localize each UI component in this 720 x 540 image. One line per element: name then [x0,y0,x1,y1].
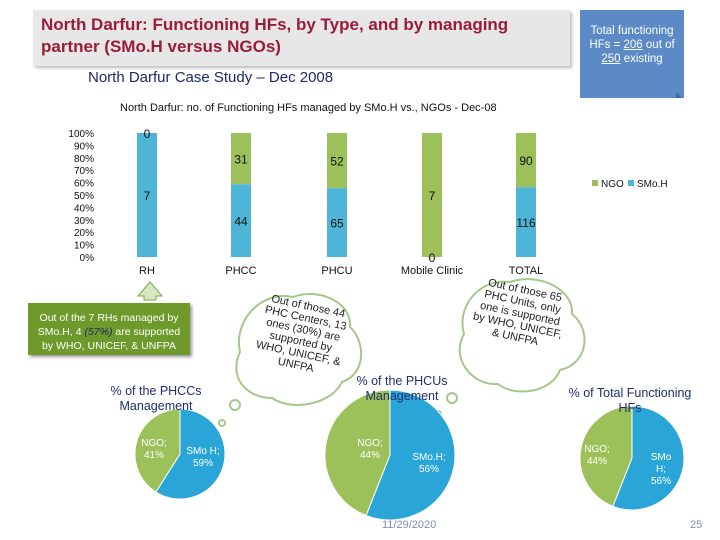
slide-title: North Darfur: Functioning HFs, by Type, … [41,15,509,56]
callout-existing: 250 [601,53,621,65]
bar-ngo [327,133,347,189]
pie-title-phcc: % of the PHCCs Management [110,384,202,413]
y-tick-label: 30% [74,216,94,227]
pie-phcu-ngo-label: NGO; 44% [357,438,383,461]
pie-phcu-smoh-label: SMo.H; 56% [412,452,446,475]
data-label-smoh: 0 [429,251,436,265]
bar-ngo [516,133,536,188]
data-label-ngo: 90 [519,154,533,168]
callout-fold [676,92,684,100]
callout-bubbles [209,278,586,440]
y-tick-label: 90% [74,141,94,152]
page-number: 25 [690,519,703,531]
total-callout: Total functioning HFs = 206 out of 250 e… [580,10,684,100]
pie-slice-smoh [365,389,456,521]
y-tick-label: 80% [74,154,94,165]
pie-slice-smoh [612,405,685,511]
phcu-bubble-dot-1 [446,392,458,404]
legend-swatch-smoh [628,180,634,186]
bar-ngo [422,133,442,257]
pie-title-total: % of Total Functioning HFs [568,386,692,415]
slide-subtitle: North Darfur Case Study – Dec 2008 [88,69,334,86]
pie-phcc-smoh-label: SMo H; 59% [186,446,220,469]
y-tick-label: 10% [74,241,94,252]
bar-smoh [137,133,157,257]
bar-chart-panel [52,98,684,286]
y-tick-label: 100% [68,129,94,140]
title-box: North Darfur: Functioning HFs, by Type, … [33,10,570,66]
rh-up-arrow [136,281,164,301]
arrows [136,281,164,301]
pie-phcc-ngo-label: NGO; 41% [141,438,167,461]
pie-total-ngo-label: NGO; 44% [584,444,610,467]
bar-ngo [231,133,251,185]
data-label-smoh: 7 [144,189,151,203]
legend-label-smoh: SMo.H [637,179,668,190]
callout-text-1: Total functioning HFs = [589,25,674,51]
pie-slice-ngo [579,405,633,507]
phcc-bubble-dot-2 [218,419,226,427]
pie-slice-ngo [134,408,181,493]
pie-slice-ngo [324,389,391,517]
x-category-label: Mobile Clinic [401,265,464,277]
pie-slice-smoh [155,408,226,500]
footer-date: 11/29/2020 [382,519,437,531]
pie-title-phcu: % of the PHCUs Management [356,374,448,403]
x-category-label: PHCC [225,265,256,277]
data-label-smoh: 44 [234,215,248,229]
data-label-smoh: 65 [330,217,344,231]
x-category-label: RH [139,265,155,277]
x-category-label: PHCU [321,265,352,277]
callout-text-2: out of [642,39,675,51]
x-category-label: TOTAL [509,265,543,277]
rh-note-text: Out of the 7 RHs managed by SMo.H, 4 (57… [37,312,181,352]
data-label-ngo: 7 [429,189,436,203]
data-label-ngo: 52 [330,155,344,169]
y-tick-label: 20% [74,228,94,239]
pie-charts [134,389,685,521]
y-tick-label: 0% [80,253,95,264]
data-label-ngo: 31 [234,153,248,167]
legend-swatch-ngo [592,180,598,186]
callout-text-3: existing [620,53,663,65]
pie-total-smoh-label: SMo H; 56% [650,452,672,487]
y-tick-label: 60% [74,179,94,190]
y-tick-label: 40% [74,203,94,214]
y-tick-label: 70% [74,166,94,177]
bar-smoh [516,187,536,257]
data-label-ngo: 0 [144,127,151,141]
phcu-bubble-shape [458,278,586,393]
rh-note-box: Out of the 7 RHs managed by SMo.H, 4 (57… [28,303,190,355]
callout-total: 206 [623,39,643,51]
bar-chart-title: North Darfur: no. of Functioning HFs man… [120,102,497,114]
phcc-bubble-shape [235,292,363,406]
bar-smoh [327,188,347,257]
data-label-smoh: 116 [516,216,535,230]
y-tick-label: 50% [74,191,94,202]
bar-chart: 100%90% 80%70% 60%50%40% 30%20% 10%0% 0 7 RH 31 4… [68,127,667,277]
bar-smoh [231,184,251,257]
phcc-bubble-dot-1 [229,399,241,411]
legend-label-ngo: NGO [601,179,624,190]
